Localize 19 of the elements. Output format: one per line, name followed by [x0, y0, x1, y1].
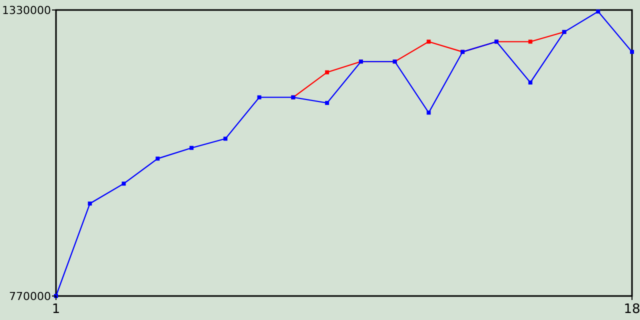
- point: [426, 110, 431, 115]
- x-tick-label: 1: [52, 302, 60, 317]
- point: [257, 95, 262, 100]
- point: [88, 202, 92, 206]
- point: [223, 136, 228, 141]
- point: [528, 80, 532, 85]
- point: [596, 10, 600, 14]
- point: [426, 40, 431, 44]
- line-series: [54, 10, 634, 298]
- point: [325, 70, 330, 74]
- y-tick-label: 770000: [9, 290, 51, 303]
- y-tick-label: 1330000: [2, 4, 51, 17]
- x-tick-label: 18: [624, 302, 640, 317]
- point: [190, 146, 194, 150]
- point: [122, 182, 126, 186]
- point: [630, 50, 634, 54]
- point: [528, 40, 532, 44]
- point: [325, 100, 330, 105]
- point: [156, 156, 160, 161]
